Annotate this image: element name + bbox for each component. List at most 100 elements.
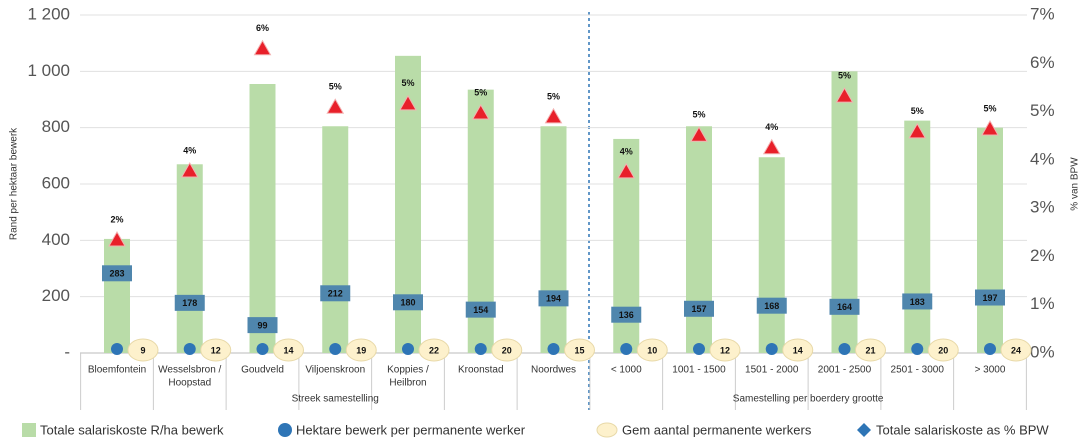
x-tick-label: Viljoenskroon	[305, 365, 365, 376]
value-box	[684, 300, 714, 317]
y-tick-label: 200	[42, 286, 70, 305]
value-box	[174, 294, 205, 311]
x-tick-label: 2001 - 2500	[818, 365, 872, 376]
data-label: 19	[356, 345, 366, 355]
y2-tick-label: 1%	[1030, 294, 1055, 313]
legend-label: Totale salariskoste as % BPW	[876, 422, 1049, 437]
data-label: 178	[182, 298, 197, 308]
y2-tick-label: 2%	[1030, 246, 1055, 265]
data-label: 99	[257, 320, 267, 330]
y-tick-label: -	[64, 342, 70, 361]
data-label: 283	[109, 269, 124, 279]
value-box	[247, 317, 278, 334]
value-box	[975, 289, 1005, 306]
data-label: 5%	[401, 78, 414, 88]
group-label: Samestelling per boerdery grootte	[733, 394, 884, 405]
data-label: 5%	[474, 87, 487, 97]
data-label: 12	[720, 345, 730, 355]
data-label: 5%	[911, 106, 924, 116]
count-marker	[1000, 338, 1032, 362]
triangle-marker	[399, 94, 417, 111]
data-label: 212	[328, 289, 343, 299]
triangle-marker	[617, 162, 636, 179]
x-tick-label: Wesselsbron /	[158, 365, 221, 376]
bar	[977, 127, 1003, 354]
series-dot	[183, 343, 196, 355]
x-tick-label: 1501 - 2000	[745, 365, 799, 376]
triangle-marker	[690, 126, 708, 142]
count-marker	[564, 338, 595, 362]
y2-tick-label: 7%	[1030, 4, 1055, 23]
y2-tick-label: 6%	[1030, 53, 1055, 72]
y-axis-title: Rand per hektaar bewerk	[9, 127, 20, 240]
data-label: 12	[211, 345, 221, 355]
triangle-marker	[108, 231, 126, 247]
data-label: 21	[865, 345, 875, 355]
data-label: 157	[691, 304, 706, 314]
data-label: 5%	[838, 70, 851, 80]
x-tick-label: Goudveld	[241, 365, 284, 376]
data-label: 15	[574, 345, 584, 355]
series-dot	[111, 343, 123, 355]
data-label: 197	[982, 293, 997, 303]
count-marker	[927, 338, 959, 362]
series-dot	[838, 343, 851, 355]
bar	[249, 84, 276, 353]
count-marker	[491, 338, 523, 362]
count-marker	[345, 338, 377, 362]
bar	[686, 126, 712, 353]
data-label: 5%	[692, 110, 705, 120]
bar	[176, 164, 203, 353]
value-box	[320, 285, 351, 302]
triangle-marker	[180, 161, 199, 178]
value-box	[829, 298, 860, 315]
y-tick-label: 400	[42, 230, 70, 249]
series-dot	[693, 343, 705, 355]
series-dot	[547, 343, 560, 355]
legend-label: Totale salariskoste R/ha bewerk	[40, 422, 224, 437]
data-label: 4%	[620, 146, 633, 156]
group-label: Streek samestelling	[292, 394, 379, 405]
y2-tick-label: 0%	[1030, 342, 1055, 361]
x-tick-label: Koppies /	[387, 365, 429, 376]
data-label: 194	[546, 294, 561, 304]
data-label: 5%	[547, 91, 560, 101]
triangle-marker	[908, 122, 927, 139]
series-dot	[474, 343, 487, 355]
value-box	[465, 301, 496, 318]
triangle-marker	[762, 138, 781, 155]
series-dot	[984, 343, 996, 355]
series-dot	[620, 343, 633, 355]
legend-swatch	[22, 423, 36, 437]
x-tick-label: 2501 - 3000	[891, 365, 945, 376]
legend-swatch	[596, 422, 618, 438]
triangle-marker	[835, 87, 854, 103]
x-tick-label: Bloemfontein	[88, 365, 146, 376]
data-label: 5%	[983, 103, 996, 113]
bar	[758, 157, 785, 353]
y-tick-label: 1 000	[27, 61, 70, 80]
data-label: 6%	[256, 23, 269, 33]
series-dot	[765, 343, 778, 355]
data-label: 168	[764, 301, 779, 311]
series-dot	[329, 343, 342, 355]
data-label: 9	[140, 345, 145, 355]
count-marker	[782, 338, 814, 362]
x-tick-label: 1001 - 1500	[672, 365, 726, 376]
value-box	[902, 293, 933, 310]
data-label: 183	[910, 297, 925, 307]
data-label: 20	[502, 345, 512, 355]
legend-swatch	[278, 423, 292, 437]
x-tick-label: > 3000	[975, 365, 1006, 376]
value-box	[393, 294, 423, 311]
triangle-marker	[981, 119, 999, 136]
x-tick-label: < 1000	[611, 365, 642, 376]
triangle-marker	[544, 107, 563, 124]
bar	[104, 238, 130, 353]
y-tick-label: 800	[42, 117, 70, 136]
legend-swatch	[857, 423, 871, 437]
value-box	[611, 306, 642, 323]
data-label: 14	[793, 345, 803, 355]
x-tick-label: Hoopstad	[168, 378, 211, 389]
data-label: 5%	[329, 82, 342, 92]
